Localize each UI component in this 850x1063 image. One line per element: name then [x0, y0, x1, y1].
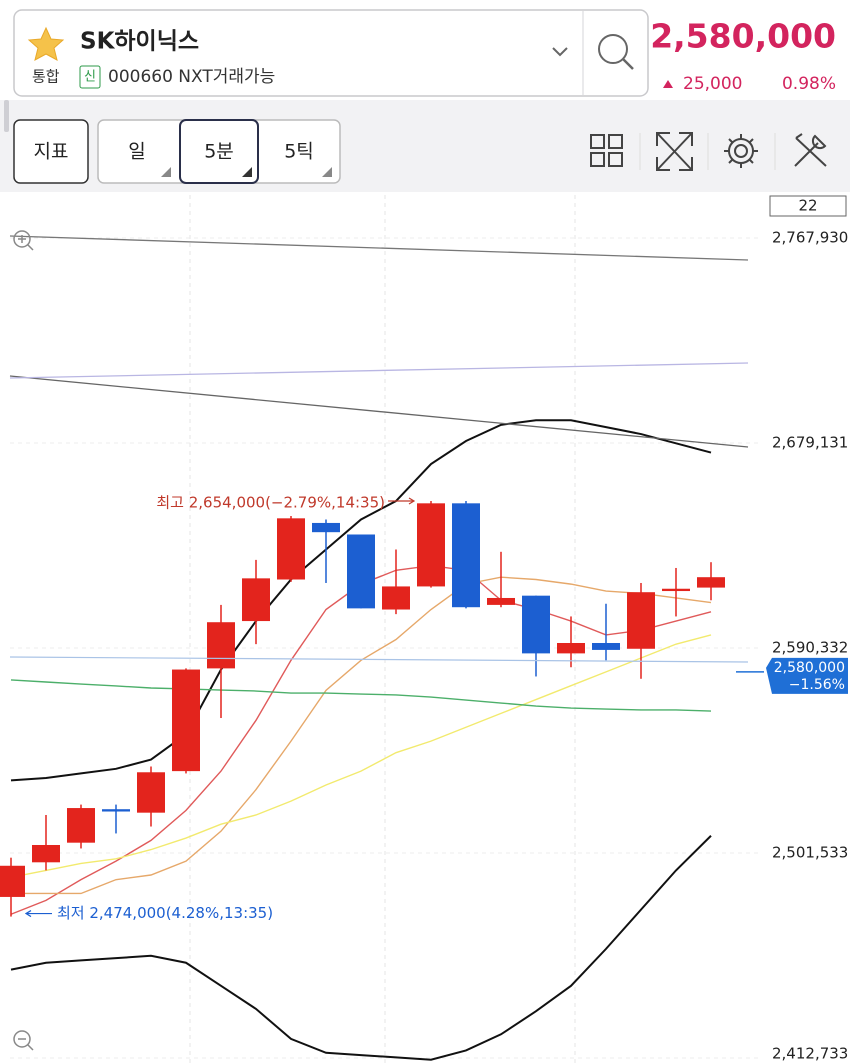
y-tick-label: 2,590,332 — [772, 638, 848, 656]
zoom-out-icon[interactable] — [13, 1030, 34, 1051]
vertical-grid — [189, 195, 576, 1063]
candle-body — [277, 518, 305, 580]
zoom-in-icon[interactable] — [13, 230, 34, 251]
badge: 신 — [84, 70, 96, 85]
favorite-star[interactable] — [27, 26, 65, 61]
badge-box — [79, 65, 101, 89]
search-box[interactable] — [13, 9, 649, 97]
annotation-arrow — [388, 497, 416, 505]
candle-body — [207, 622, 235, 669]
trendline — [9, 362, 749, 379]
change-rate: 0.98% — [782, 74, 836, 94]
reference-line — [9, 656, 749, 663]
corner-mark — [322, 167, 332, 177]
candle-body — [347, 534, 375, 609]
candle-body — [137, 772, 165, 813]
button-label[interactable]: 5틱 — [284, 141, 314, 163]
overlay-line — [11, 576, 712, 895]
candle-body — [382, 586, 410, 610]
corner-mark — [242, 167, 252, 177]
trendline — [9, 235, 749, 261]
selected-button[interactable] — [179, 119, 259, 184]
fullscreen-icon[interactable] — [656, 132, 693, 171]
candle-body — [102, 809, 130, 812]
price-tag-label: 2,580,000 — [774, 660, 845, 676]
stock-code: 000660 NXT거래가능 — [108, 67, 275, 87]
candle-body — [32, 844, 60, 863]
button-label: 5분 — [204, 141, 234, 163]
y-tick-label: 2,501,533 — [772, 843, 848, 861]
high-annotation: 최고 2,654,000(−2.79%,14:35) — [156, 494, 385, 512]
candle-body — [487, 597, 515, 605]
candle-body — [662, 588, 690, 592]
candle-body — [312, 522, 340, 533]
candle-body — [452, 503, 480, 608]
candle-body — [172, 669, 200, 772]
price-tag — [766, 657, 848, 694]
price-change: 25,000 — [683, 74, 742, 94]
tools-icon[interactable] — [794, 133, 827, 167]
period-box — [769, 195, 847, 217]
candle-body — [67, 808, 95, 843]
candle-body — [522, 595, 550, 654]
y-tick-label: 2,679,131 — [772, 433, 848, 451]
candle-body — [0, 865, 25, 897]
candle-body — [417, 503, 445, 587]
stock-name: SK하이닉스 — [80, 29, 199, 55]
candle-body — [557, 642, 585, 654]
button-label[interactable]: 일 — [128, 141, 145, 163]
low-annotation: 최저 2,474,000(4.28%,13:35) — [57, 904, 273, 922]
corner-mark — [161, 167, 171, 177]
candle-body — [242, 578, 270, 622]
indicator-button[interactable] — [13, 119, 89, 184]
market: 통합 — [32, 68, 60, 86]
overlay-line — [10, 679, 712, 712]
price-tag-change: −1.56% — [789, 677, 845, 693]
annotation-arrow — [24, 910, 52, 918]
period-label: 22 — [798, 197, 817, 215]
search-icon[interactable] — [598, 34, 634, 70]
chart — [0, 237, 760, 1061]
y-tick-label: 2,767,930 — [772, 229, 848, 247]
dropdown-arrow[interactable] — [552, 47, 568, 57]
candle-body — [697, 577, 725, 588]
candle-body — [627, 592, 655, 649]
button-label: 지표 — [34, 141, 69, 163]
y-tick-label: 2,412,733 — [772, 1045, 848, 1063]
overlay-line — [10, 835, 712, 1061]
trendline — [9, 375, 749, 448]
overlay-line — [10, 419, 712, 782]
scroll-handle — [4, 100, 9, 132]
up-triangle — [663, 80, 673, 88]
overlay-line — [10, 634, 712, 879]
candle-body — [592, 642, 620, 650]
layout-icon[interactable] — [590, 134, 623, 167]
price: 2,580,000 — [650, 17, 836, 56]
settings-icon[interactable] — [724, 134, 758, 168]
